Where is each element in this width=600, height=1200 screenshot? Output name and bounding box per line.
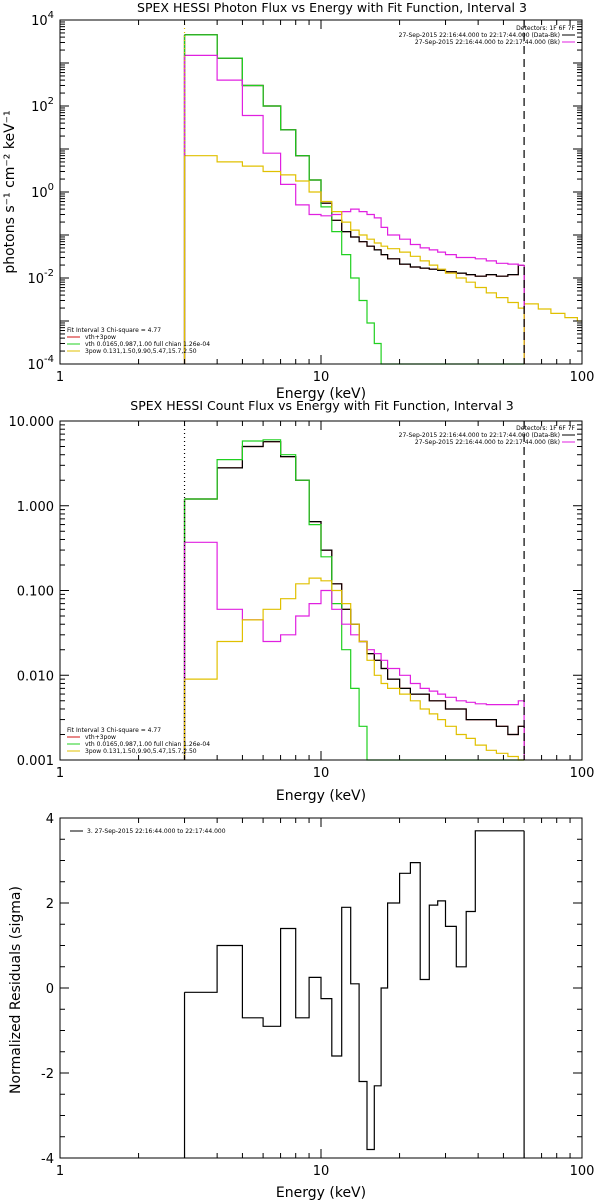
photon-flux-panel: SPEX HESSI Photon Flux vs Energy with Fi… — [2, 0, 594, 402]
x-tick-label: 10 — [313, 766, 330, 781]
x-tick-label: 1 — [56, 1164, 64, 1179]
y-tick-label: 0.100 — [17, 585, 54, 600]
count-flux-xlabel: Energy (keV) — [276, 788, 366, 804]
count-flux-series-group — [183, 421, 525, 761]
series-line — [184, 439, 525, 761]
photon-flux-ticks: 1 10 100 10-4 10-2 100 102 104 — [27, 10, 594, 385]
photon-flux-fit-entry: 3pow 0.131,1.50,9.90,5.47,15.7,2.50 — [85, 348, 197, 355]
count-flux-fit-entry: vth 0.0165,0.987,1.00 full chian 1.26e-0… — [85, 741, 210, 748]
residuals-xlabel: Energy (keV) — [276, 1185, 366, 1200]
series-line — [184, 441, 525, 736]
series-line — [184, 34, 525, 365]
count-flux-fit-header: Fit Interval 3 Chi-square = 4.77 — [67, 727, 161, 734]
photon-flux-xlabel: Energy (keV) — [276, 386, 366, 402]
series-line — [184, 541, 525, 706]
photon-flux-fit-entry: vth 0.0165,0.987,1.00 full chian 1.26e-0… — [85, 341, 210, 348]
x-tick-label: 10 — [313, 1164, 330, 1179]
count-flux-legend-entry: 27-Sep-2015 22:16:44.000 to 22:17:44.000… — [399, 432, 560, 439]
y-tick-label: 0.001 — [17, 754, 54, 769]
photon-flux-ylabel: photons s⁻¹ cm⁻² keV⁻¹ — [2, 110, 18, 273]
x-tick-label: 100 — [570, 370, 595, 385]
x-tick-label: 10 — [313, 370, 330, 385]
x-tick-label: 100 — [570, 1164, 595, 1179]
count-flux-panel: SPEX HESSI Count Flux vs Energy with Fit… — [9, 398, 595, 804]
residuals-legend-entry: 3. 27-Sep-2015 22:16:44.000 to 22:17:44.… — [87, 828, 226, 835]
count-flux-legend-header: Detectors: 1F 6F 7F — [516, 425, 575, 432]
photon-flux-title: SPEX HESSI Photon Flux vs Energy with Fi… — [137, 0, 527, 15]
y-tick-label: -4 — [41, 1152, 54, 1167]
count-flux-ticks: 1 10 100 0.001 0.010 0.100 1.000 10.000 — [9, 415, 595, 781]
series-line — [184, 54, 525, 266]
photon-flux-legend-entry: 27-Sep-2015 22:16:44.000 to 22:17:44.000… — [415, 39, 560, 46]
photon-flux-fit-header: Fit Interval 3 Chi-square = 4.77 — [67, 327, 161, 334]
count-flux-title: SPEX HESSI Count Flux vs Energy with Fit… — [130, 398, 513, 413]
photon-flux-legend-header: Detectors: 1F 6F 7F — [516, 25, 575, 32]
y-tick-label: -2 — [41, 1067, 54, 1082]
count-flux-legend-bottomleft: Fit Interval 3 Chi-square = 4.77 vth+3po… — [67, 727, 210, 755]
y-tick-label: 104 — [31, 10, 54, 29]
y-tick-label: 10.000 — [9, 415, 55, 430]
count-flux-legend-entry: 27-Sep-2015 22:16:44.000 to 22:17:44.000… — [415, 439, 560, 446]
series-line — [184, 34, 525, 277]
y-tick-label: 100 — [31, 182, 54, 201]
y-tick-label: 0 — [46, 982, 54, 997]
y-tick-label: 10-4 — [27, 354, 54, 373]
count-flux-fit-entry: vth+3pow — [85, 734, 116, 741]
count-flux-fit-entry: 3pow 0.131,1.50,9.90,5.47,15.7,2.50 — [85, 748, 197, 755]
residuals-series-group — [183, 830, 525, 1158]
x-tick-label: 1 — [56, 766, 64, 781]
y-tick-label: 0.010 — [17, 669, 54, 684]
photon-flux-series-group — [183, 20, 582, 365]
series-line-tail — [524, 303, 582, 322]
x-tick-label: 1 — [56, 370, 64, 385]
y-tick-label: 102 — [31, 96, 54, 115]
y-tick-label: 4 — [46, 812, 54, 827]
photon-flux-legend-entry: 27-Sep-2015 22:16:44.000 to 22:17:44.000… — [399, 32, 560, 39]
photon-flux-legend-topright: Detectors: 1F 6F 7F 27-Sep-2015 22:16:44… — [399, 25, 576, 46]
series-line — [184, 155, 525, 309]
residuals-legend: 3. 27-Sep-2015 22:16:44.000 to 22:17:44.… — [70, 828, 226, 835]
residuals-ticks: 1 10 100 -4 -2 0 2 4 — [41, 812, 594, 1179]
x-tick-label: 100 — [570, 766, 595, 781]
series-line — [184, 34, 525, 277]
y-tick-label: 2 — [46, 897, 54, 912]
residuals-panel: 1 10 100 -4 -2 0 2 4 Energy (keV) Normalized Re… — [8, 812, 594, 1200]
residuals-ylabel: Normalized Residuals (sigma) — [8, 886, 24, 1094]
photon-flux-legend-bottomleft: Fit Interval 3 Chi-square = 4.77 vth+3po… — [67, 327, 210, 355]
photon-flux-fit-entry: vth+3pow — [85, 334, 116, 341]
y-tick-label: 10-2 — [27, 268, 54, 287]
series-line — [184, 441, 525, 736]
y-tick-label: 1.000 — [17, 500, 54, 515]
count-flux-legend-topright: Detectors: 1F 6F 7F 27-Sep-2015 22:16:44… — [399, 425, 576, 446]
series-line — [184, 577, 525, 761]
series-line — [184, 830, 525, 1151]
